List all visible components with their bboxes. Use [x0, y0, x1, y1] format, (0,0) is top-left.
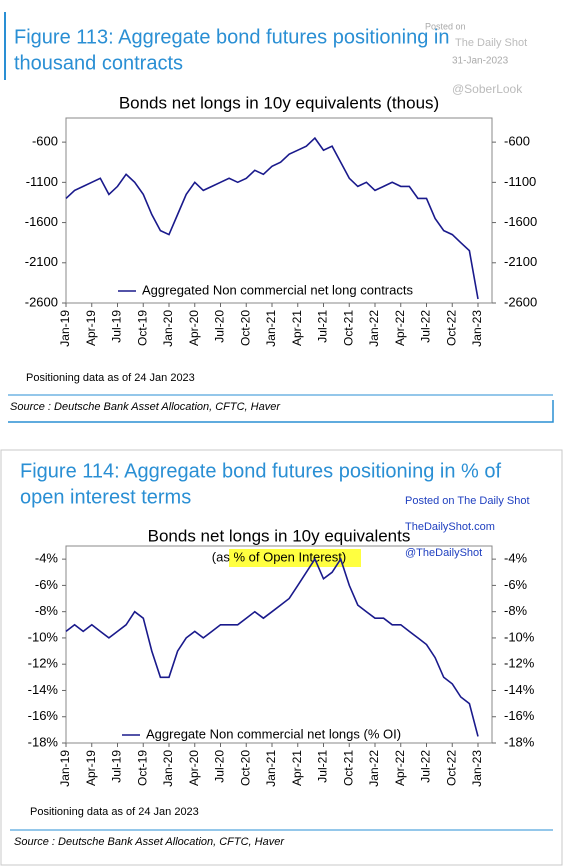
x-tick-label: Jan-19	[58, 750, 72, 787]
x-tick-label: Jul-22	[419, 310, 433, 343]
watermark: @TheDailyShot	[405, 547, 482, 559]
source: Source : Deutsche Bank Asset Allocation,…	[10, 401, 281, 413]
panel-border	[8, 400, 554, 423]
y-tick-label: -600	[32, 134, 58, 149]
figure-title: Figure 114: Aggregate bond futures posit…	[20, 460, 502, 482]
y-tick-label: -18%	[28, 734, 59, 749]
x-tick-label: Jan-23	[470, 310, 484, 347]
x-tick-label: Jul-20	[213, 310, 227, 343]
y2-tick-label: -2600	[504, 294, 537, 309]
y2-tick-label: -10%	[504, 629, 535, 644]
y2-tick-label: -1100	[504, 174, 536, 189]
y2-tick-label: -8%	[504, 603, 528, 618]
y-tick-label: -4%	[35, 551, 59, 566]
x-tick-label: Jul-22	[419, 750, 433, 783]
x-tick-label: Jul-21	[316, 310, 330, 343]
x-tick-label: Jan-23	[470, 750, 484, 787]
x-tick-label: Jan-21	[264, 750, 278, 787]
chart-title: Bonds net longs in 10y equivalents (thou…	[119, 93, 439, 112]
series-line	[65, 557, 479, 737]
x-tick-label: Apr-21	[290, 310, 304, 346]
x-tick-label: Jan-20	[161, 310, 175, 347]
x-tick-label: Jul-21	[316, 750, 330, 783]
y-tick-label: -1100	[26, 174, 58, 189]
y-tick-label: -8%	[35, 603, 59, 618]
x-tick-label: Apr-20	[187, 310, 201, 346]
x-tick-label: Oct-22	[444, 310, 458, 346]
x-tick-label: Apr-19	[84, 310, 98, 346]
x-tick-label: Jul-19	[110, 750, 124, 783]
y-tick-label: -6%	[35, 577, 59, 592]
y2-tick-label: -6%	[504, 577, 528, 592]
x-tick-label: Jul-20	[213, 750, 227, 783]
y2-tick-label: -12%	[504, 656, 535, 671]
y2-tick-label: -14%	[504, 682, 535, 697]
chart-subtitle: (as % of Open Interest)	[212, 549, 346, 564]
highlight	[229, 549, 361, 567]
y2-tick-label: -600	[504, 134, 530, 149]
y-tick-label: -10%	[28, 629, 59, 644]
y2-tick-label: -18%	[504, 734, 535, 749]
watermark: Posted on The Daily Shot	[405, 495, 530, 507]
figure-title: open interest terms	[20, 486, 191, 508]
note: Positioning data as of 24 Jan 2023	[30, 806, 199, 818]
series-line	[65, 136, 479, 300]
x-tick-label: Oct-20	[238, 310, 252, 346]
x-tick-label: Oct-21	[341, 310, 355, 346]
watermark: Posted on	[425, 21, 466, 31]
plot-frame	[65, 117, 493, 304]
panel-border	[0, 449, 563, 866]
y2-tick-label: -2100	[504, 254, 537, 269]
watermark: @SoberLook	[452, 82, 523, 96]
source: Source : Deutsche Bank Asset Allocation,…	[14, 836, 285, 848]
x-tick-label: Apr-22	[393, 310, 407, 346]
y-tick-label: -16%	[28, 708, 59, 723]
x-tick-label: Apr-20	[187, 750, 201, 786]
watermark: 31-Jan-2023	[452, 56, 509, 67]
y-tick-label: -14%	[28, 682, 59, 697]
x-tick-label: Jan-19	[58, 310, 72, 347]
x-tick-label: Apr-21	[290, 750, 304, 786]
x-tick-label: Apr-22	[393, 750, 407, 786]
x-tick-label: Jan-21	[264, 310, 278, 347]
y2-tick-label: -1600	[504, 214, 537, 229]
x-tick-label: Oct-19	[135, 750, 149, 786]
x-tick-label: Jul-19	[110, 310, 124, 343]
y-tick-label: -1600	[25, 214, 58, 229]
chart-title: Bonds net longs in 10y equivalents	[148, 526, 411, 545]
watermark: The Daily Shot	[455, 37, 527, 49]
legend-label: Aggregate Non commercial net longs (% OI…	[146, 726, 401, 741]
figure-title: thousand contracts	[14, 52, 183, 74]
x-tick-label: Oct-22	[444, 750, 458, 786]
y-tick-label: -2100	[25, 254, 58, 269]
y-tick-label: -12%	[28, 656, 59, 671]
y-tick-label: -2600	[25, 294, 58, 309]
x-tick-label: Jan-22	[367, 750, 381, 787]
figure-title: Figure 113: Aggregate bond futures posit…	[14, 26, 450, 48]
legend-label: Aggregated Non commercial net long contr…	[142, 282, 413, 297]
x-tick-label: Jan-22	[367, 310, 381, 347]
note: Positioning data as of 24 Jan 2023	[26, 372, 195, 384]
y2-tick-label: -16%	[504, 708, 535, 723]
plot-frame	[65, 545, 493, 744]
x-tick-label: Oct-21	[341, 750, 355, 786]
x-tick-label: Jan-20	[161, 750, 175, 787]
x-tick-label: Oct-20	[238, 750, 252, 786]
watermark: TheDailyShot.com	[405, 521, 495, 533]
x-tick-label: Oct-19	[135, 310, 149, 346]
y2-tick-label: -4%	[504, 551, 528, 566]
x-tick-label: Apr-19	[84, 750, 98, 786]
